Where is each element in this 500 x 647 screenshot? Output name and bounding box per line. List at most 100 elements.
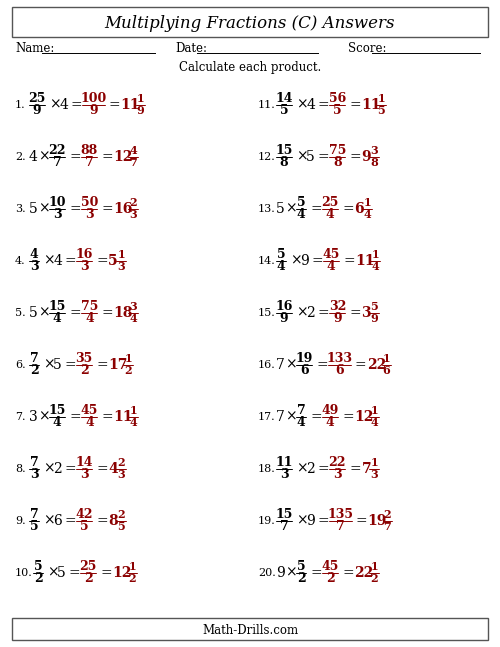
Text: 100: 100 [80,93,106,105]
Text: 10: 10 [48,197,66,210]
Text: 8.: 8. [15,464,26,474]
FancyBboxPatch shape [12,618,488,640]
Text: 7.: 7. [15,412,26,422]
Text: 13.: 13. [258,204,276,214]
Text: 2: 2 [326,573,334,586]
Text: 4: 4 [327,261,336,274]
Text: 4: 4 [306,98,315,112]
Text: 1: 1 [378,94,385,105]
Text: 4: 4 [130,417,137,428]
Text: 12.: 12. [258,152,276,162]
Text: 9: 9 [362,150,371,164]
Text: 9.: 9. [15,516,26,526]
Text: 7: 7 [280,520,288,534]
Text: =: = [102,306,113,320]
Text: ×: × [285,410,296,424]
Text: 4: 4 [371,261,379,272]
Text: 4: 4 [326,208,334,221]
Text: 7: 7 [30,509,38,521]
Text: =: = [310,410,322,424]
Text: 11: 11 [362,98,381,112]
Text: ×: × [43,462,54,476]
Text: =: = [96,254,108,268]
Text: 9: 9 [370,314,378,325]
Text: 12: 12 [354,410,374,424]
Text: 5: 5 [370,302,378,313]
Text: 12: 12 [112,566,132,580]
Text: ×: × [43,358,54,372]
Text: ×: × [285,566,296,580]
Text: 2: 2 [34,573,42,586]
Text: ×: × [38,150,50,164]
Text: 75: 75 [80,300,98,314]
Text: 11: 11 [120,98,140,112]
Text: 20.: 20. [258,568,276,578]
Text: 1.: 1. [15,100,26,110]
Text: 17: 17 [108,358,128,372]
Text: 4: 4 [363,210,371,221]
Text: 3: 3 [362,306,371,320]
Text: ×: × [296,514,308,528]
Text: =: = [317,462,329,476]
Text: =: = [69,306,81,320]
Text: 19.: 19. [258,516,276,526]
Text: 4: 4 [53,254,62,268]
Text: ×: × [38,202,50,216]
Text: 4: 4 [130,146,137,157]
Text: 1: 1 [370,406,378,417]
Text: ×: × [296,306,308,320]
Text: ×: × [296,150,308,164]
Text: 1: 1 [130,406,137,417]
Text: 35: 35 [76,353,93,366]
Text: =: = [64,254,76,268]
Text: 2: 2 [384,509,391,520]
Text: 16.: 16. [258,360,276,370]
Text: 6: 6 [53,514,62,528]
Text: =: = [96,462,108,476]
Text: 135: 135 [328,509,353,521]
Text: 4: 4 [85,417,94,430]
Text: 4: 4 [108,462,118,476]
Text: =: = [350,306,361,320]
Text: 3: 3 [30,261,38,274]
Text: 5: 5 [276,202,285,216]
Text: 3: 3 [370,146,378,157]
Text: 2: 2 [118,457,125,468]
Text: 3: 3 [130,302,137,313]
Text: Name:: Name: [15,41,54,54]
Text: 18.: 18. [258,464,276,474]
Text: 3: 3 [53,208,62,221]
Text: 22: 22 [48,144,66,157]
Text: 3: 3 [280,468,288,481]
Text: 45: 45 [322,248,340,261]
Text: 4: 4 [30,248,38,261]
Text: 6: 6 [300,364,308,377]
Text: =: = [317,514,329,528]
Text: 4: 4 [276,261,285,274]
Text: 18: 18 [114,306,133,320]
Text: Date:: Date: [175,41,207,54]
Text: ×: × [49,98,61,112]
Text: 11.: 11. [258,100,276,110]
Text: 5: 5 [29,202,38,216]
Text: 2: 2 [53,462,62,476]
Text: =: = [316,358,328,372]
Text: =: = [69,150,81,164]
Text: 15: 15 [276,509,293,521]
Text: 5: 5 [34,560,42,573]
Text: 11: 11 [114,410,133,424]
Text: 22: 22 [366,358,386,372]
Text: 2.: 2. [15,152,26,162]
Text: 3: 3 [130,210,137,221]
Text: Calculate each product.: Calculate each product. [179,61,321,74]
Text: 15: 15 [48,300,66,314]
Text: 9: 9 [280,313,288,325]
Text: =: = [310,202,322,216]
Text: 5: 5 [280,105,288,118]
Text: 15.: 15. [258,308,276,318]
Text: =: = [64,514,76,528]
Text: 16: 16 [114,202,133,216]
Text: 2: 2 [306,306,315,320]
Text: 14.: 14. [258,256,276,266]
Text: 45: 45 [322,560,339,573]
